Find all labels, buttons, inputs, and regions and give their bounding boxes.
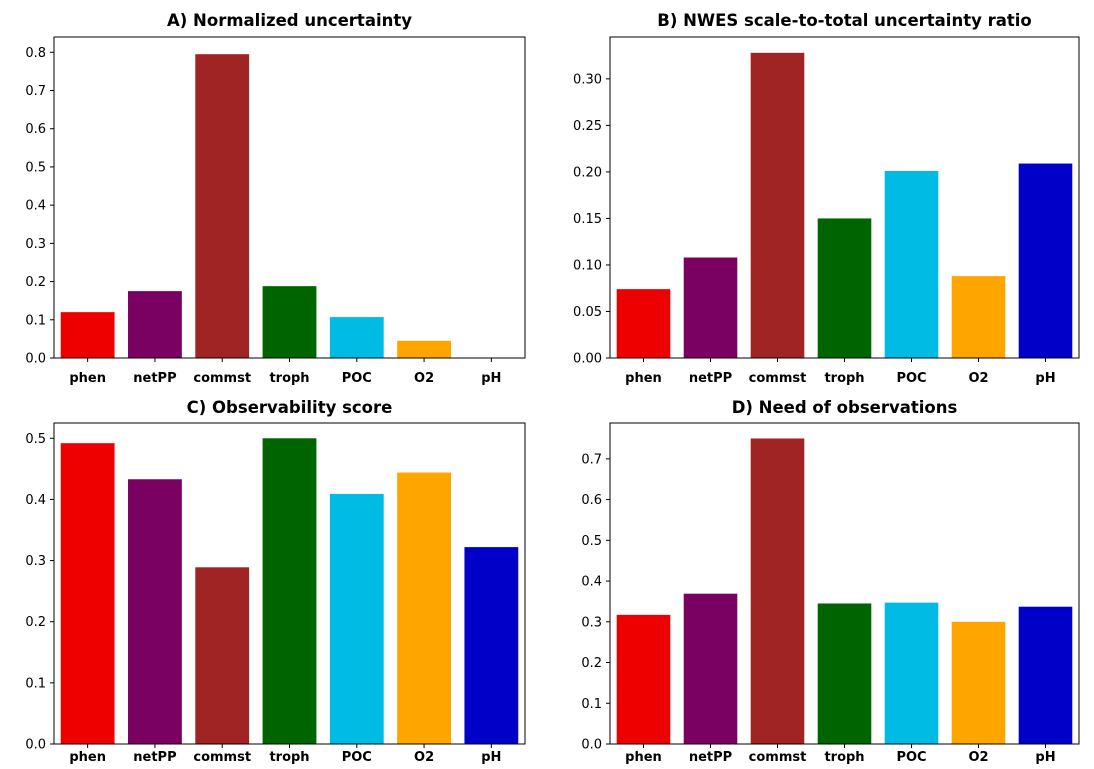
bar-netpp xyxy=(683,593,738,744)
x-tick-label-netpp: netPP xyxy=(133,750,176,765)
y-tick-label: 0.3 xyxy=(25,237,46,252)
bar-commst xyxy=(750,438,805,744)
y-tick-label: 0.20 xyxy=(573,165,602,180)
x-tick-label-o2: O2 xyxy=(414,750,434,765)
chart-svg: D) Need of observations 0.0 0.1 0.2 0.3 0.4 0.… xyxy=(581,398,1080,765)
bar-phen xyxy=(616,289,671,358)
y-tick-label: 0.00 xyxy=(573,352,602,367)
y-tick-label: 0.4 xyxy=(581,575,602,590)
bar-commst xyxy=(195,567,250,744)
chart-title: D) Need of observations xyxy=(732,398,958,417)
x-tick-label-troph: troph xyxy=(824,371,864,386)
y-tick-label: 0.1 xyxy=(25,676,46,691)
y-tick-label: 0.25 xyxy=(573,119,602,134)
x-tick-label-troph: troph xyxy=(269,371,309,386)
y-tick-label: 0.2 xyxy=(25,275,46,290)
chart-panel-c: C) Observability score 0.0 0.1 0.2 0.3 0.4 0.5… xyxy=(0,389,547,769)
bar-o2 xyxy=(951,276,1006,358)
y-tick-label: 0.5 xyxy=(25,432,46,447)
x-tick-label-poc: POC xyxy=(896,371,926,386)
bar-ph xyxy=(1018,606,1073,744)
chart-svg: C) Observability score 0.0 0.1 0.2 0.3 0.4 0.5… xyxy=(25,398,526,765)
y-tick-label: 0.1 xyxy=(25,313,46,328)
bar-poc xyxy=(329,493,384,744)
bar-poc xyxy=(884,170,939,358)
y-tick-label: 0.2 xyxy=(25,615,46,630)
x-tick-label-poc: POC xyxy=(896,750,926,765)
bar-commst xyxy=(195,54,250,358)
y-tick-label: 0.10 xyxy=(573,258,602,273)
bar-poc xyxy=(884,602,939,744)
x-tick-label-phen: phen xyxy=(625,371,662,386)
x-tick-label-troph: troph xyxy=(269,750,309,765)
x-tick-label-o2: O2 xyxy=(968,371,988,386)
y-tick-label: 0.4 xyxy=(25,199,46,214)
x-tick-label-ph: pH xyxy=(1035,371,1055,386)
chart-title: B) NWES scale-to-total uncertainty ratio xyxy=(657,11,1031,30)
x-tick-label-commst: commst xyxy=(749,371,807,386)
y-tick-label: 0.7 xyxy=(581,452,602,467)
y-tick-label: 0.2 xyxy=(581,656,602,671)
chart-panel-b: B) NWES scale-to-total uncertainty ratio… xyxy=(547,0,1094,389)
bar-troph xyxy=(262,286,317,358)
x-tick-label-o2: O2 xyxy=(414,371,434,386)
y-tick-label: 0.4 xyxy=(25,493,46,508)
x-tick-label-netpp: netPP xyxy=(689,750,732,765)
y-tick-label: 0.0 xyxy=(25,738,46,753)
x-tick-label-commst: commst xyxy=(193,371,251,386)
y-tick-label: 0.7 xyxy=(25,84,46,99)
bar-commst xyxy=(750,52,805,359)
y-tick-label: 0.0 xyxy=(25,352,46,367)
chart-title: C) Observability score xyxy=(187,398,393,417)
bar-troph xyxy=(817,218,872,358)
bar-ph xyxy=(1018,163,1073,358)
y-tick-label: 0.3 xyxy=(25,554,46,569)
bar-phen xyxy=(616,614,671,744)
x-tick-label-troph: troph xyxy=(824,750,864,765)
bar-phen xyxy=(60,443,115,744)
x-tick-label-phen: phen xyxy=(625,750,662,765)
bar-netpp xyxy=(128,479,182,744)
y-tick-label: 0.8 xyxy=(25,46,46,61)
bar-poc xyxy=(329,317,384,358)
x-tick-label-ph: pH xyxy=(481,750,501,765)
y-tick-label: 0.6 xyxy=(25,122,46,137)
chart-svg: A) Normalized uncertainty 0.0 0.1 0.2 0.3 0.4… xyxy=(25,11,526,386)
x-tick-label-poc: POC xyxy=(342,750,372,765)
x-tick-label-phen: phen xyxy=(69,750,106,765)
y-tick-label: 0.30 xyxy=(573,72,602,87)
y-tick-label: 0.5 xyxy=(581,534,602,549)
y-tick-label: 0.3 xyxy=(581,615,602,630)
chart-panel-d: D) Need of observations 0.0 0.1 0.2 0.3 0.4 0.… xyxy=(547,389,1094,769)
y-tick-label: 0.1 xyxy=(581,697,602,712)
y-tick-label: 0.5 xyxy=(25,160,46,175)
x-tick-label-ph: pH xyxy=(1035,750,1055,765)
y-tick-label: 0.6 xyxy=(581,493,602,508)
bar-troph xyxy=(817,603,872,744)
chart-svg: B) NWES scale-to-total uncertainty ratio… xyxy=(573,11,1080,386)
bar-phen xyxy=(60,312,115,358)
bar-o2 xyxy=(397,472,451,744)
x-tick-label-commst: commst xyxy=(193,750,251,765)
x-tick-label-phen: phen xyxy=(69,371,106,386)
bar-netpp xyxy=(683,257,738,358)
y-tick-label: 0.05 xyxy=(573,305,602,320)
x-tick-label-commst: commst xyxy=(749,750,807,765)
chart-title: A) Normalized uncertainty xyxy=(167,11,412,30)
y-tick-label: 0.0 xyxy=(581,738,602,753)
y-tick-label: 0.15 xyxy=(573,212,602,227)
x-tick-label-netpp: netPP xyxy=(133,371,176,386)
bar-netpp xyxy=(128,291,182,358)
x-tick-label-o2: O2 xyxy=(968,750,988,765)
bar-o2 xyxy=(397,340,451,358)
bar-o2 xyxy=(951,621,1006,744)
chart-panel-a: A) Normalized uncertainty 0.0 0.1 0.2 0.3 0.4… xyxy=(0,0,547,389)
x-tick-label-netpp: netPP xyxy=(689,371,732,386)
x-tick-label-ph: pH xyxy=(481,371,501,386)
x-tick-label-poc: POC xyxy=(342,371,372,386)
bar-ph xyxy=(464,547,519,744)
bar-troph xyxy=(262,438,317,744)
